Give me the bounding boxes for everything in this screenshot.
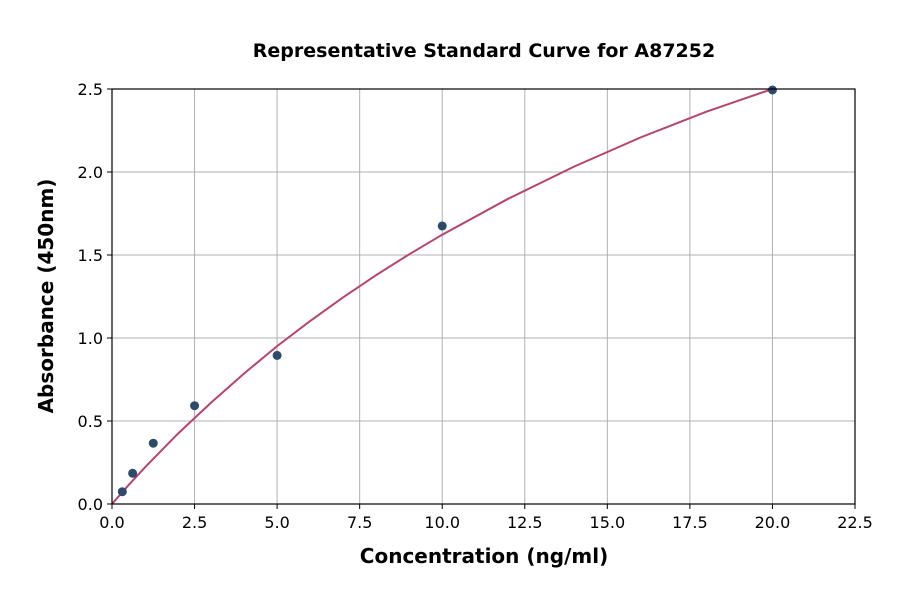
x-tick-label: 10.0 — [424, 513, 460, 532]
x-tick-label: 5.0 — [264, 513, 289, 532]
y-tick-label: 0.5 — [78, 412, 103, 431]
chart-title: Representative Standard Curve for A87252 — [253, 40, 715, 62]
x-tick-label: 2.5 — [182, 513, 207, 532]
data-point — [190, 401, 200, 411]
x-tick-label: 17.5 — [672, 513, 708, 532]
data-point — [272, 350, 282, 360]
y-tick-label: 0.0 — [78, 495, 103, 514]
y-tick-label: 2.5 — [78, 80, 103, 99]
x-tick-label: 22.5 — [837, 513, 873, 532]
x-tick-label: 0.0 — [99, 513, 124, 532]
x-tick-label: 7.5 — [347, 513, 372, 532]
x-axis-label: Concentration (ng/ml) — [360, 544, 608, 568]
plot-frame — [111, 88, 856, 505]
data-point — [148, 438, 158, 448]
data-point — [437, 221, 447, 231]
y-tick-label: 1.5 — [78, 246, 103, 265]
fit-curve — [111, 88, 773, 505]
x-tick-label: 12.5 — [507, 513, 543, 532]
data-point — [767, 85, 777, 95]
x-tick-label: 20.0 — [755, 513, 791, 532]
x-tick-label: 15.0 — [590, 513, 626, 532]
y-axis-label: Absorbance (450nm) — [34, 179, 58, 414]
data-point — [128, 468, 138, 478]
y-tick-label: 2.0 — [78, 163, 103, 182]
data-point — [117, 487, 127, 497]
y-tick-label: 1.0 — [78, 329, 103, 348]
